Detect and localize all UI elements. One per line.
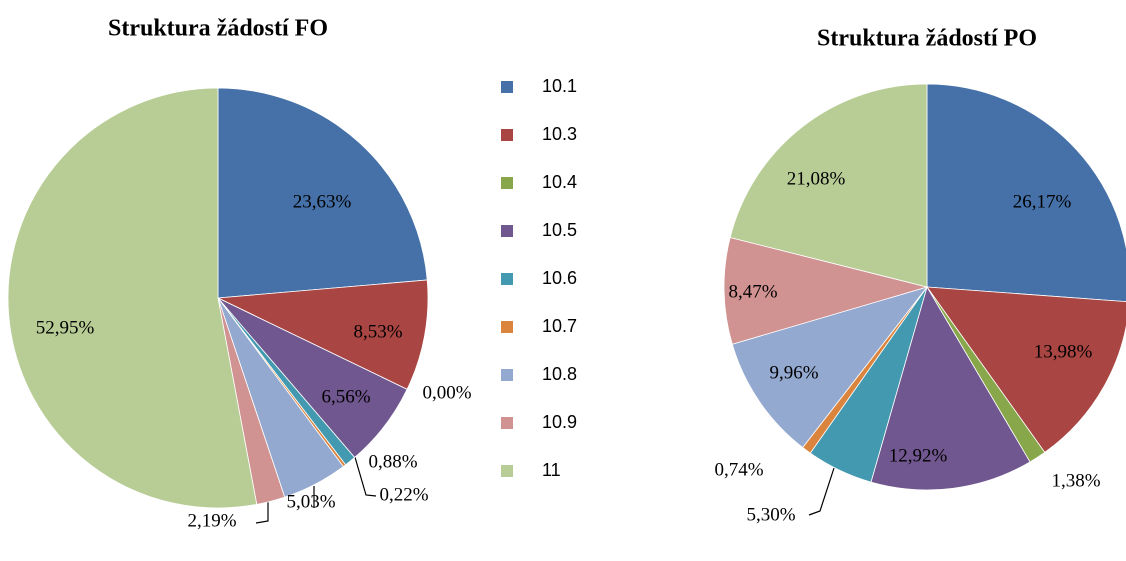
pie-slice xyxy=(7,87,258,509)
data-label: 5,30% xyxy=(746,504,795,525)
data-label: 12,92% xyxy=(889,445,948,466)
legend-swatch xyxy=(501,273,513,285)
data-label: 26,17% xyxy=(1013,191,1072,212)
data-label: 52,95% xyxy=(36,317,95,338)
data-label: 6,56% xyxy=(321,386,370,407)
legend-label: 10.3 xyxy=(542,124,577,144)
pie-slice xyxy=(217,87,428,299)
legend-label: 10.9 xyxy=(542,412,577,432)
data-label: 0,88% xyxy=(368,451,417,472)
pie-slice xyxy=(729,83,928,288)
legend-label: 10.4 xyxy=(542,172,577,192)
pie-slice xyxy=(926,83,1126,303)
leader-line xyxy=(808,467,835,516)
data-label: 1,38% xyxy=(1051,470,1100,491)
legend-swatch xyxy=(501,417,513,429)
legend-swatch xyxy=(501,129,513,141)
data-label: 13,98% xyxy=(1034,341,1093,362)
data-label: 5,03% xyxy=(286,491,335,512)
pie-slice xyxy=(723,237,929,345)
data-label: 8,47% xyxy=(728,281,777,302)
data-label: 9,96% xyxy=(769,362,818,383)
leader-line xyxy=(255,502,269,524)
legend-label: 10.5 xyxy=(542,220,577,240)
legend-label: 10.1 xyxy=(542,76,577,96)
legend-label: 10.8 xyxy=(542,364,577,384)
data-label: 0,22% xyxy=(379,484,428,505)
chart-title: Struktura žádostí PO xyxy=(817,26,1037,52)
legend-label: 10.7 xyxy=(542,316,577,336)
pie-slice xyxy=(731,286,929,449)
data-label: 0,74% xyxy=(714,459,763,480)
legend-swatch xyxy=(501,225,513,237)
legend-swatch xyxy=(501,465,513,477)
legend-swatch xyxy=(501,177,513,189)
data-label: 8,53% xyxy=(353,321,402,342)
pie-slice xyxy=(926,286,1126,453)
data-label: 2,19% xyxy=(187,510,236,531)
legend-swatch xyxy=(501,369,513,381)
data-label: 0,00% xyxy=(422,382,471,403)
pie-slice xyxy=(870,285,1031,491)
legend-label: 10.6 xyxy=(542,268,577,288)
data-label: 21,08% xyxy=(787,168,846,189)
chart-title: Struktura žádostí FO xyxy=(108,16,328,42)
legend-swatch xyxy=(501,81,513,93)
legend-swatch xyxy=(501,321,513,333)
leader-line xyxy=(349,439,377,497)
pie-slice xyxy=(216,279,429,390)
legend-label: 11 xyxy=(542,460,561,480)
data-label: 23,63% xyxy=(293,191,352,212)
